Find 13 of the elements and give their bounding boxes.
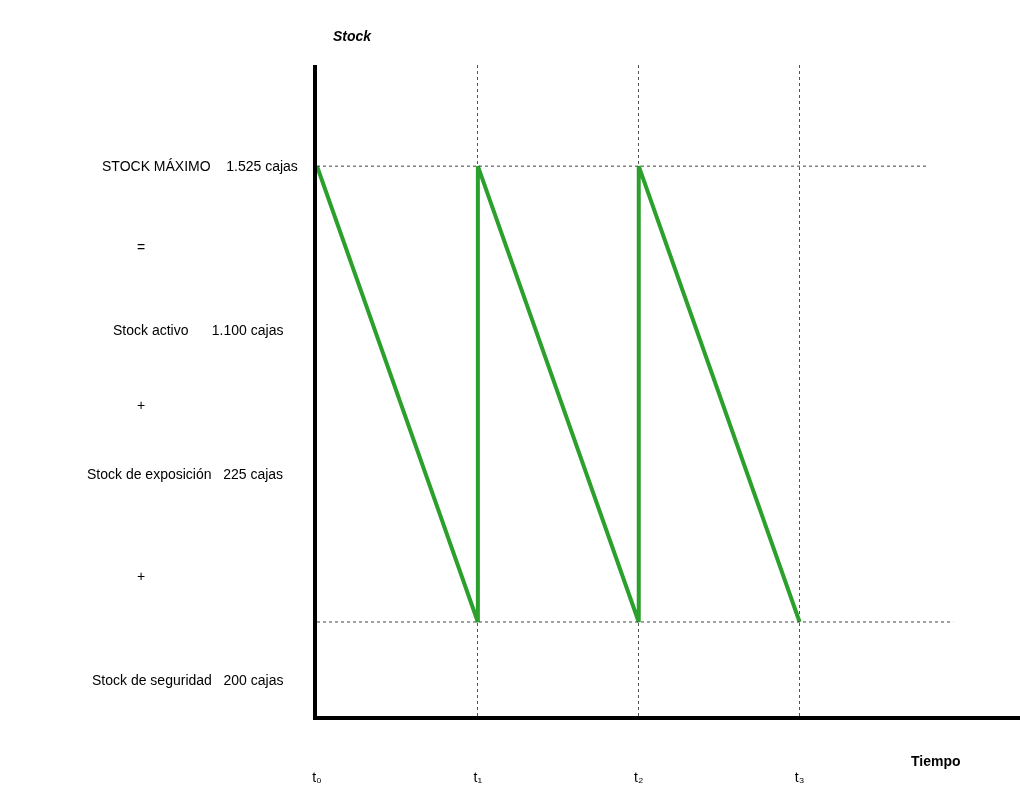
text: STOCK MÁXIMO 1.525 cajas [102, 158, 298, 174]
text: + [137, 568, 146, 584]
text: Stock activo 1.100 cajas [113, 322, 284, 338]
x-tick-label: t₃ [794, 768, 805, 785]
x-axis-title: Tiempo [911, 753, 961, 769]
x-tick-label: t₀ [312, 768, 323, 785]
text: + [137, 397, 146, 413]
text: Stock de exposición 225 cajas [87, 466, 284, 482]
x-tick-label: t₂ [634, 768, 644, 785]
text: Stock [333, 28, 373, 44]
text: Stock de seguridad 200 cajas [92, 672, 284, 688]
text: = [137, 239, 146, 255]
x-tick-label: t₁ [473, 768, 483, 785]
